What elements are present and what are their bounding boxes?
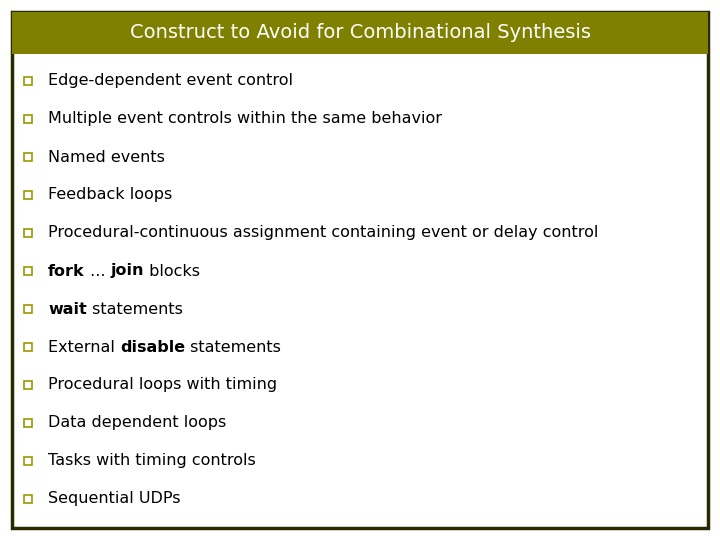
Bar [24, 495, 32, 503]
Bar [24, 457, 32, 465]
Text: fork: fork [48, 264, 85, 279]
Text: Construct to Avoid for Combinational Synthesis: Construct to Avoid for Combinational Syn… [130, 24, 590, 43]
Text: join: join [110, 264, 144, 279]
Text: Data dependent loops: Data dependent loops [48, 415, 226, 430]
Text: Edge-dependent event control: Edge-dependent event control [48, 73, 293, 89]
Bar [24, 191, 32, 199]
Bar [24, 381, 32, 389]
Text: External: External [48, 340, 120, 354]
Bar [24, 267, 32, 275]
Text: Sequential UDPs: Sequential UDPs [48, 491, 181, 507]
Bar [24, 229, 32, 237]
Bar [24, 343, 32, 351]
Text: Tasks with timing controls: Tasks with timing controls [48, 454, 256, 469]
Text: blocks: blocks [144, 264, 199, 279]
Text: statements: statements [185, 340, 281, 354]
Bar [24, 77, 32, 85]
Text: disable: disable [120, 340, 185, 354]
Text: wait: wait [48, 301, 86, 316]
Bar [12, 12, 708, 54]
Bar [24, 153, 32, 161]
Text: Multiple event controls within the same behavior: Multiple event controls within the same … [48, 111, 442, 126]
Text: Procedural-continuous assignment containing event or delay control: Procedural-continuous assignment contain… [48, 226, 598, 240]
Text: Named events: Named events [48, 150, 165, 165]
Bar [24, 305, 32, 313]
Text: ...: ... [85, 264, 110, 279]
Text: Feedback loops: Feedback loops [48, 187, 172, 202]
Text: Procedural loops with timing: Procedural loops with timing [48, 377, 277, 393]
Text: statements: statements [86, 301, 183, 316]
Bar [24, 419, 32, 427]
Bar [24, 115, 32, 123]
